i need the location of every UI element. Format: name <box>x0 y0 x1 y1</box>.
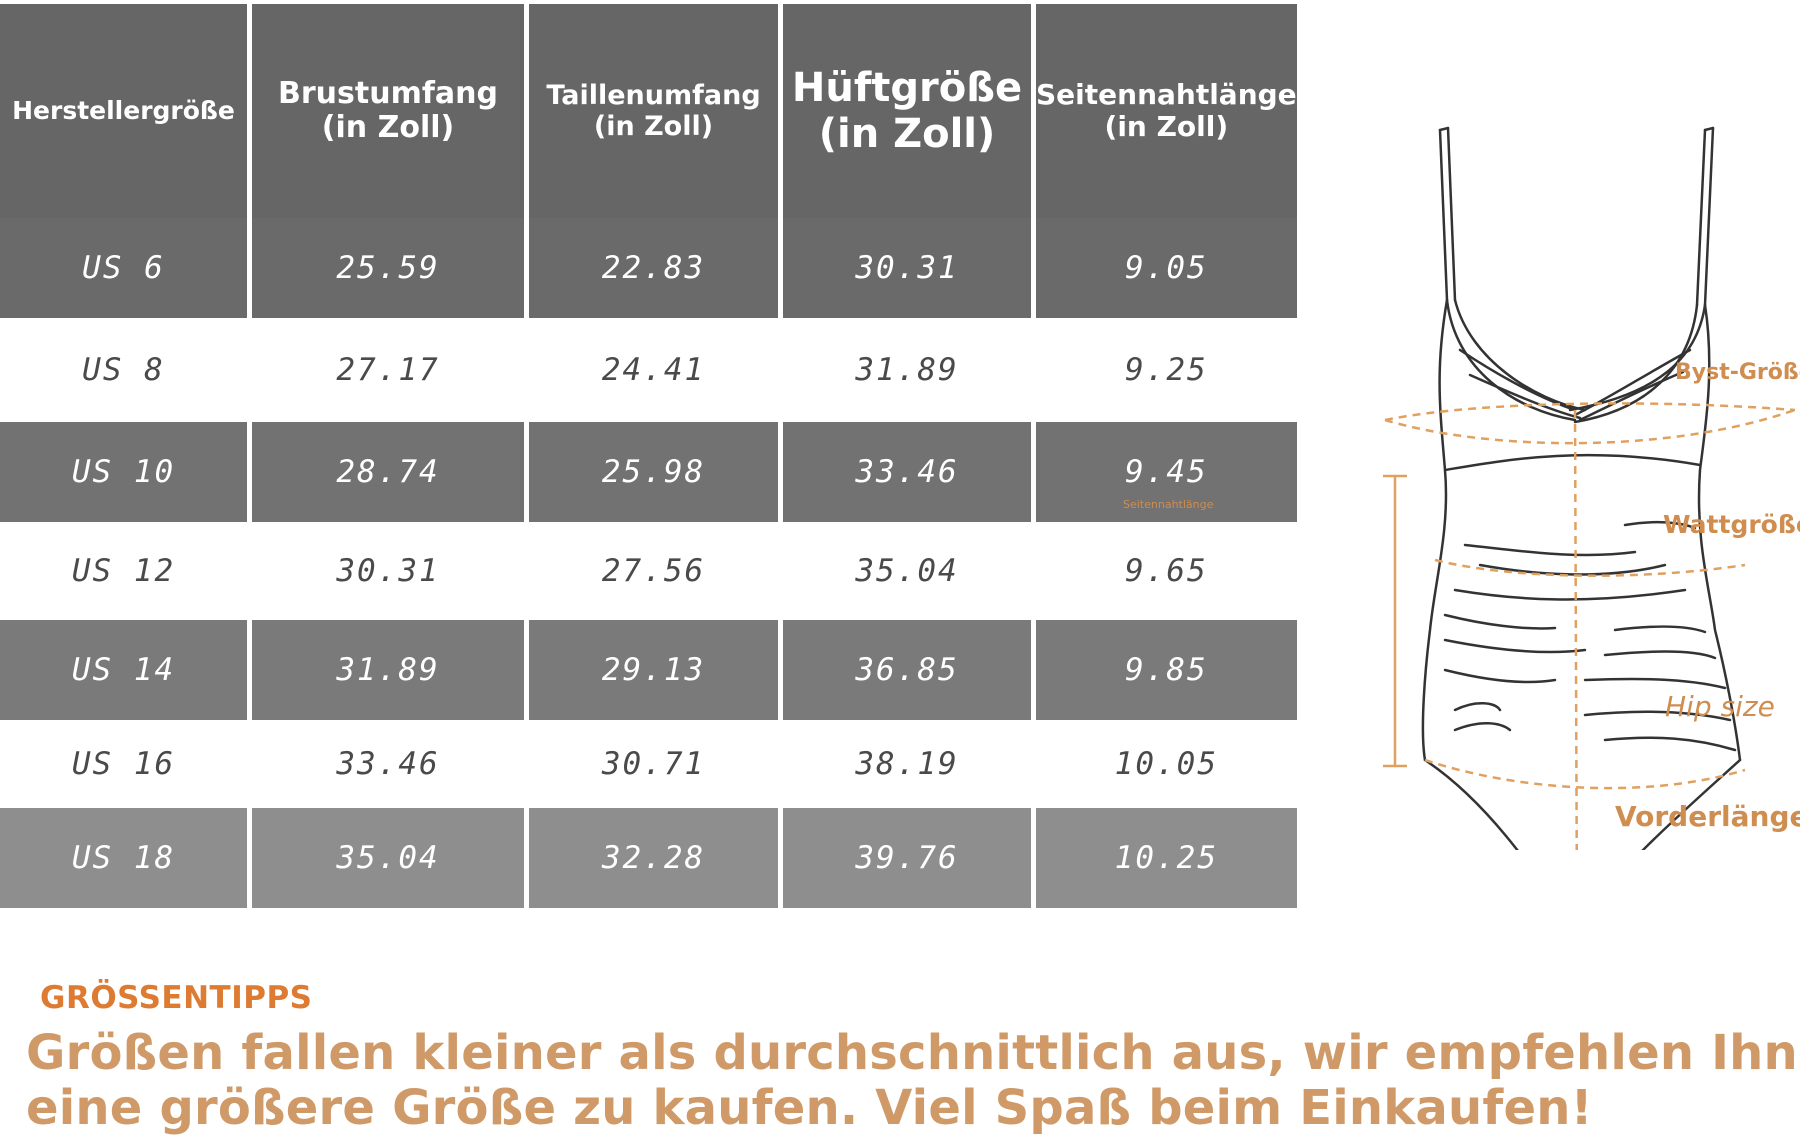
measurement-cell: 31.89 <box>252 620 529 720</box>
size-row: US 16 33.46 30.71 38.19 10.05 <box>0 720 1297 808</box>
header-manufacturer-size: Herstellergröße <box>0 4 252 218</box>
header-label: Seitennahtlänge <box>1036 77 1297 111</box>
size-chart-body: US 6 25.59 22.83 30.31 9.05 US 8 27.17 24.41 31.… <box>0 218 1297 908</box>
measurement-cell: 38.19 <box>783 720 1036 808</box>
size-tips-heading: GRÖSSENTIPPS <box>40 980 313 1016</box>
measurement-cell: 9.85 <box>1036 620 1297 720</box>
measurement-cell: 33.46 <box>783 422 1036 522</box>
size-row: US 6 25.59 22.83 30.31 9.05 <box>0 218 1297 318</box>
header-unit: (in Zoll) <box>1104 110 1229 143</box>
measurement-cell: 25.59 <box>252 218 529 318</box>
swimsuit-illustration <box>1383 126 1796 922</box>
measurement-cell: 27.56 <box>529 522 783 620</box>
measurement-cell: 9.45 <box>1036 422 1297 522</box>
label-bust-size: Byst-Größe <box>1675 360 1800 385</box>
measurement-cell: 33.46 <box>252 720 529 808</box>
header-unit: (in Zoll) <box>818 111 996 157</box>
size-row: US 18 35.04 32.28 39.76 10.25 <box>0 808 1297 908</box>
header-label: Brustumfang <box>278 75 498 111</box>
measurement-cell: 10.05 <box>1036 720 1297 808</box>
measurement-cell: 27.17 <box>252 318 529 422</box>
label-front-length: Vorderlänge <box>1615 800 1800 833</box>
header-label: Herstellergröße <box>12 95 235 125</box>
label-side-seam-length: Seitennahtlänge <box>1123 498 1214 511</box>
header-bust: Brustumfang (in Zoll) <box>252 4 529 218</box>
size-tips-line-1: Größen fallen kleiner als durchschnittli… <box>26 1025 1800 1081</box>
measurement-cell: 28.74 <box>252 422 529 522</box>
measurement-cell: 35.04 <box>783 522 1036 620</box>
label-hip-size: Hip size <box>1665 690 1775 723</box>
measurement-cell: 32.28 <box>529 808 783 908</box>
header-hip: Hüftgröße (in Zoll) <box>783 4 1036 218</box>
size-cell: US 14 <box>0 620 252 720</box>
measurement-cell: 30.31 <box>252 522 529 620</box>
label-waist-size: Wattgröße <box>1663 510 1800 539</box>
size-cell: US 10 <box>0 422 252 522</box>
measurement-cell: 10.25 <box>1036 808 1297 908</box>
measurement-cell: 31.89 <box>783 318 1036 422</box>
header-label: Taillenumfang <box>546 79 761 111</box>
size-cell: US 18 <box>0 808 252 908</box>
header-unit: (in Zoll) <box>321 110 455 145</box>
measurement-cell: 30.71 <box>529 720 783 808</box>
size-row: US 10 28.74 25.98 33.46 9.45 <box>0 422 1297 522</box>
size-cell: US 16 <box>0 720 252 808</box>
size-row: US 14 31.89 29.13 36.85 9.85 <box>0 620 1297 720</box>
measurement-cell: 9.25 <box>1036 318 1297 422</box>
measurement-cell: 36.85 <box>783 620 1036 720</box>
measurement-cell: 29.13 <box>529 620 783 720</box>
size-cell: US 6 <box>0 218 252 318</box>
size-row: US 8 27.17 24.41 31.89 9.25 <box>0 318 1297 422</box>
size-cell: US 12 <box>0 522 252 620</box>
size-cell: US 8 <box>0 318 252 422</box>
swimsuit-diagram: Byst-Größe Wattgröße Hip size Vorderläng… <box>1123 110 1800 922</box>
header-side-seam: Seitennahtlänge (in Zoll) <box>1036 4 1297 218</box>
measurement-cell: 24.41 <box>529 318 783 422</box>
measurement-cell: 35.04 <box>252 808 529 908</box>
header-waist: Taillenumfang (in Zoll) <box>529 4 783 218</box>
header-label: Hüftgröße <box>791 65 1023 111</box>
measurement-cell: 39.76 <box>783 808 1036 908</box>
size-row: US 12 30.31 27.56 35.04 9.65 <box>0 522 1297 620</box>
header-unit: (in Zoll) <box>593 111 714 142</box>
measurement-cell: 30.31 <box>783 218 1036 318</box>
size-chart-table: Herstellergröße Brustumfang (in Zoll) Ta… <box>0 4 1297 908</box>
size-chart-header-row: Herstellergröße Brustumfang (in Zoll) Ta… <box>0 4 1297 218</box>
measurement-cell: 25.98 <box>529 422 783 522</box>
measurement-cell: 9.65 <box>1036 522 1297 620</box>
size-tips-line-2: eine größere Größe zu kaufen. Viel Spaß … <box>26 1080 1593 1136</box>
measurement-cell: 22.83 <box>529 218 783 318</box>
measurement-cell: 9.05 <box>1036 218 1297 318</box>
